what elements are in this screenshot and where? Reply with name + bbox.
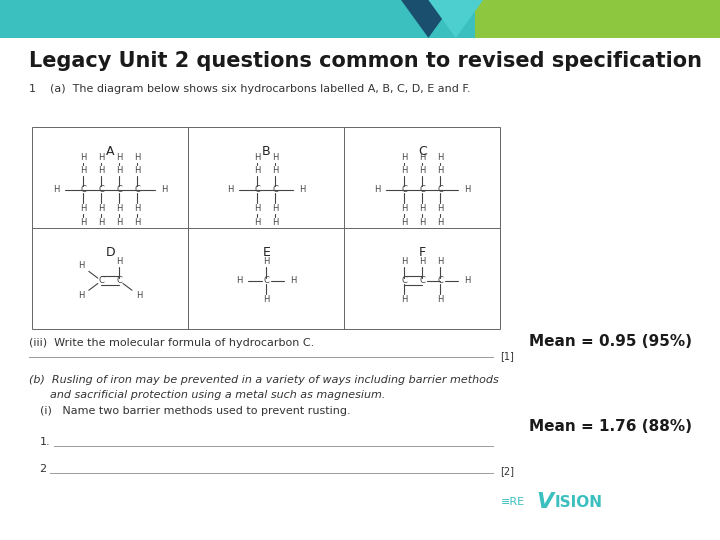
Text: and sacrificial protection using a metal such as magnesium.: and sacrificial protection using a metal… (29, 390, 385, 400)
Text: H: H (53, 185, 60, 194)
Text: C: C (420, 185, 426, 194)
Text: H: H (116, 258, 122, 266)
Text: H: H (237, 276, 243, 285)
Text: H: H (228, 185, 234, 194)
Text: C: C (402, 185, 408, 194)
Text: H: H (437, 258, 444, 266)
Bar (475, 0, 720, 38)
Text: C: C (117, 276, 122, 285)
Text: H: H (419, 218, 426, 227)
Text: H: H (78, 291, 85, 300)
Text: H: H (80, 218, 86, 227)
Text: H: H (78, 261, 85, 271)
Text: H: H (116, 153, 122, 162)
Text: C: C (418, 145, 427, 158)
Text: [1]: [1] (500, 352, 514, 361)
Text: C: C (135, 185, 140, 194)
Text: H: H (437, 153, 444, 162)
Text: [2]: [2] (500, 467, 514, 476)
Text: H: H (98, 204, 104, 213)
Text: H: H (437, 295, 444, 304)
Polygon shape (401, 0, 456, 38)
Text: H: H (401, 258, 408, 266)
Text: H: H (254, 153, 261, 162)
Text: C: C (438, 276, 444, 285)
Text: Legacy Unit 2 questions common to revised specification: Legacy Unit 2 questions common to revise… (29, 51, 702, 71)
Text: C: C (81, 185, 86, 194)
Text: H: H (116, 204, 122, 213)
Text: ISION: ISION (555, 495, 603, 510)
Text: H: H (161, 185, 167, 194)
Bar (0, 0, 518, 38)
Text: C: C (438, 185, 444, 194)
Text: 1.: 1. (40, 437, 50, 448)
Text: H: H (116, 166, 122, 176)
Text: H: H (272, 218, 279, 227)
Text: (i)   Name two barrier methods used to prevent rusting.: (i) Name two barrier methods used to pre… (40, 406, 350, 416)
Text: H: H (98, 166, 104, 176)
Text: H: H (264, 258, 269, 266)
Text: H: H (116, 218, 122, 227)
Text: F: F (419, 246, 426, 259)
Text: Mean = 1.76 (88%): Mean = 1.76 (88%) (529, 419, 692, 434)
Text: (b)  Rusling of iron may be prevented in a variety of ways including barrier met: (b) Rusling of iron may be prevented in … (29, 375, 498, 386)
Text: H: H (264, 295, 269, 304)
Text: C: C (420, 276, 426, 285)
Text: 2: 2 (40, 464, 47, 475)
Text: H: H (464, 276, 470, 285)
Text: A: A (106, 145, 114, 158)
Text: H: H (401, 295, 408, 304)
Text: H: H (401, 166, 408, 176)
Polygon shape (428, 0, 483, 38)
Text: H: H (98, 218, 104, 227)
Text: H: H (299, 185, 305, 194)
Text: H: H (80, 166, 86, 176)
Text: H: H (401, 218, 408, 227)
Text: H: H (272, 204, 279, 213)
Text: H: H (80, 204, 86, 213)
Text: H: H (254, 218, 261, 227)
Text: Mean = 0.95 (95%): Mean = 0.95 (95%) (529, 334, 692, 349)
Text: D: D (106, 246, 115, 259)
Text: H: H (374, 185, 381, 194)
Text: 1    (a)  The diagram below shows six hydrocarbons labelled A, B, C, D, E and F.: 1 (a) The diagram below shows six hydroc… (29, 84, 470, 94)
Text: H: H (272, 166, 279, 176)
Text: H: H (419, 153, 426, 162)
Text: H: H (401, 204, 408, 213)
Text: H: H (134, 166, 140, 176)
Text: H: H (136, 291, 143, 300)
Text: H: H (437, 218, 444, 227)
Text: C: C (99, 185, 104, 194)
Text: H: H (254, 166, 261, 176)
Text: C: C (272, 185, 279, 194)
Text: C: C (117, 185, 122, 194)
Text: C: C (99, 276, 104, 285)
Text: H: H (290, 276, 296, 285)
Text: H: H (134, 153, 140, 162)
Text: C: C (402, 276, 408, 285)
Text: C: C (254, 185, 261, 194)
Bar (32, 127, 500, 329)
Text: H: H (401, 153, 408, 162)
Text: H: H (437, 166, 444, 176)
Text: H: H (437, 204, 444, 213)
Text: B: B (262, 145, 271, 158)
Text: V: V (536, 492, 554, 512)
Text: H: H (419, 166, 426, 176)
Text: C: C (264, 276, 269, 285)
Text: H: H (134, 204, 140, 213)
Text: H: H (80, 153, 86, 162)
Text: H: H (254, 204, 261, 213)
Text: H: H (98, 153, 104, 162)
Text: E: E (263, 246, 270, 259)
Text: H: H (464, 185, 470, 194)
Text: (iii)  Write the molecular formula of hydrocarbon C.: (iii) Write the molecular formula of hyd… (29, 338, 314, 348)
Text: H: H (419, 258, 426, 266)
Text: H: H (272, 153, 279, 162)
Text: H: H (419, 204, 426, 213)
Text: ≡RE: ≡RE (500, 497, 525, 507)
Text: H: H (134, 218, 140, 227)
